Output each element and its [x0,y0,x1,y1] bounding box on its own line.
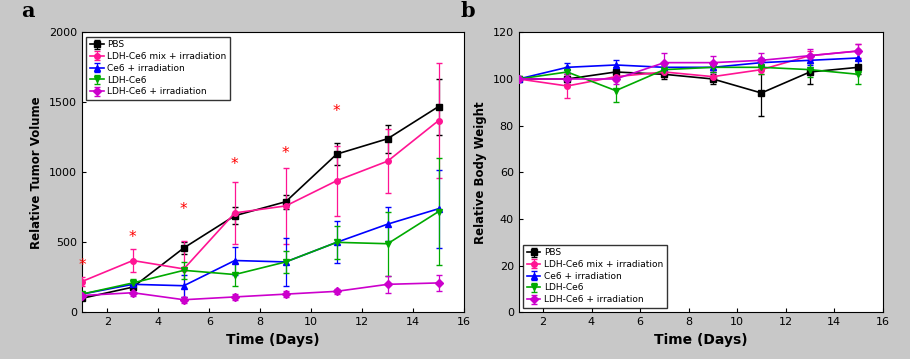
Text: *: * [231,157,238,172]
Text: *: * [78,258,86,273]
Legend: PBS, LDH-Ce6 mix + irradiation, Ce6 + irradiation, LDH-Ce6, LDH-Ce6 + irradiatio: PBS, LDH-Ce6 mix + irradiation, Ce6 + ir… [523,245,667,308]
Legend: PBS, LDH-Ce6 mix + irradiation, Ce6 + irradiation, LDH-Ce6, LDH-Ce6 + irradiatio: PBS, LDH-Ce6 mix + irradiation, Ce6 + ir… [86,37,230,100]
Text: *: * [282,146,289,161]
Text: *: * [180,202,187,217]
Y-axis label: Relative Tumor Volume: Relative Tumor Volume [30,96,44,249]
X-axis label: Time (Days): Time (Days) [654,333,747,347]
Text: a: a [21,1,35,21]
X-axis label: Time (Days): Time (Days) [227,333,319,347]
Text: *: * [129,230,136,245]
Text: b: b [460,1,475,21]
Y-axis label: Relative Body Weight: Relative Body Weight [474,101,487,244]
Text: *: * [333,104,340,119]
